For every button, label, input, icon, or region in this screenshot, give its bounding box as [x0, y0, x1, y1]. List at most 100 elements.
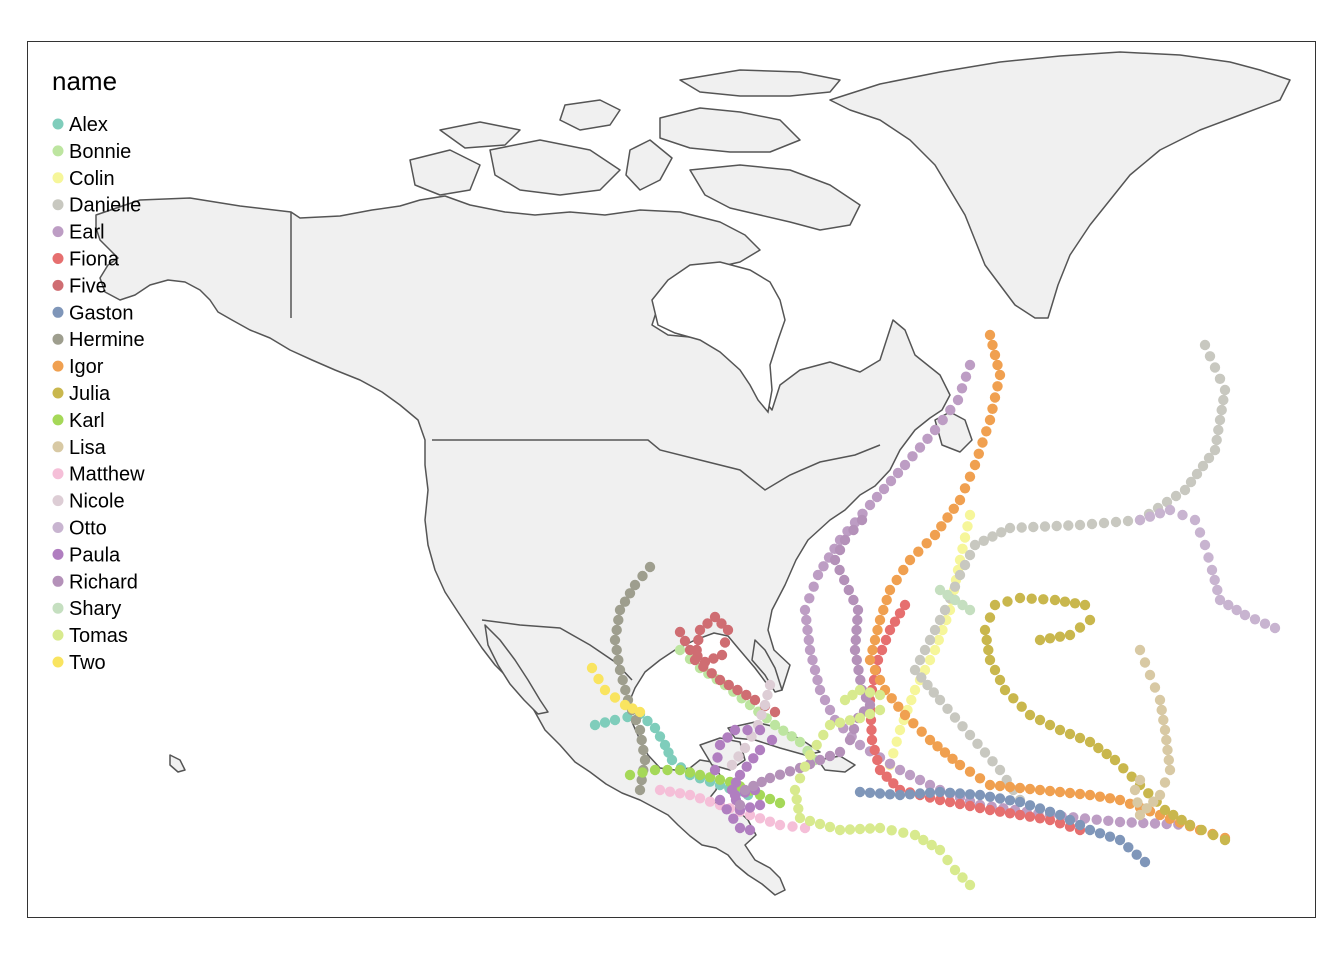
track-point: [1094, 791, 1106, 802]
track-point: [934, 844, 946, 856]
track-point: [799, 604, 811, 616]
track-point: [733, 751, 744, 762]
track-point: [1004, 795, 1016, 806]
track-point: [613, 614, 624, 626]
track-point: [802, 624, 813, 636]
legend-label: Earl: [69, 222, 105, 244]
baja-california: [484, 624, 549, 715]
track-point: [907, 451, 918, 462]
track-point: [1203, 552, 1214, 563]
track-point: [848, 594, 859, 606]
track-point: [977, 437, 988, 448]
track-point: [754, 813, 766, 824]
track-point: [1154, 789, 1166, 801]
track-point: [956, 383, 968, 394]
track-point: [589, 719, 601, 731]
legend-item: Paula: [52, 544, 121, 566]
track-point: [922, 433, 933, 444]
track-point: [864, 654, 876, 666]
track-point: [764, 793, 776, 805]
legend-swatch: [52, 333, 64, 345]
legend-item: Alex: [52, 114, 108, 136]
track-point: [639, 754, 651, 766]
track-point: [852, 604, 864, 616]
track-point: [689, 654, 701, 666]
track-point: [839, 694, 851, 706]
track-point: [924, 634, 936, 646]
track-point: [754, 724, 766, 736]
track-point: [944, 787, 956, 798]
track-point: [957, 872, 968, 883]
track-point: [914, 788, 926, 799]
track-point: [964, 879, 976, 891]
track-point: [929, 644, 941, 656]
track-point: [994, 674, 1006, 686]
track-point: [739, 742, 751, 754]
track-point: [1101, 748, 1112, 760]
track-point: [1144, 669, 1156, 681]
legend-swatch: [52, 441, 64, 453]
track-point: [1134, 809, 1146, 821]
track-point: [609, 714, 621, 726]
track-point: [899, 599, 911, 611]
track-point: [611, 644, 622, 656]
track-point: [994, 764, 1006, 776]
track-point: [1203, 452, 1215, 464]
track-point: [934, 794, 946, 806]
track-point: [1189, 514, 1201, 526]
track-point: [869, 664, 881, 676]
track-point: [874, 689, 886, 701]
track-point: [1028, 521, 1039, 533]
track-point: [723, 679, 734, 691]
track-point: [919, 644, 931, 656]
track-point: [1170, 490, 1182, 502]
track-point: [984, 612, 996, 623]
track-point: [954, 759, 966, 771]
track-point: [1034, 803, 1046, 814]
track-point: [613, 654, 624, 666]
track-point: [824, 704, 836, 716]
track-point: [989, 664, 1001, 676]
legend-swatch: [52, 145, 64, 157]
track-point: [899, 459, 911, 471]
baffin-island: [689, 164, 861, 231]
track-point: [1074, 788, 1086, 800]
track-point: [769, 706, 781, 718]
track-point: [1004, 808, 1016, 819]
track-point: [984, 414, 996, 426]
legend-items: Alex Bonnie Colin Danielle Earl Fiona Five Gast…: [52, 114, 145, 674]
track-point: [624, 588, 636, 599]
track-point: [1214, 594, 1226, 606]
track-point: [1131, 849, 1142, 860]
track-point: [1159, 724, 1171, 736]
track-lisa: [1129, 644, 1176, 821]
track-point: [1219, 384, 1231, 396]
track-point: [1269, 622, 1281, 634]
legend-item: Matthew: [52, 464, 145, 486]
track-igor: [864, 329, 1231, 844]
track-point: [744, 802, 756, 813]
track-point: [964, 800, 976, 812]
track-point: [944, 796, 956, 808]
track-point: [811, 739, 822, 751]
track-point: [714, 794, 726, 806]
track-point: [694, 793, 706, 804]
track-point: [909, 664, 921, 676]
track-point: [1164, 764, 1176, 776]
track-point: [1154, 508, 1166, 519]
track-point: [684, 789, 696, 801]
track-point: [1159, 804, 1171, 816]
track-point: [969, 539, 981, 551]
track-point: [714, 739, 726, 751]
track-point: [974, 802, 986, 814]
track-point: [774, 769, 786, 780]
track-point: [954, 788, 966, 799]
track-point: [994, 806, 1006, 817]
track-point: [1079, 599, 1091, 611]
arctic-island-4: [409, 149, 481, 196]
track-point: [852, 614, 863, 626]
track-point: [981, 634, 992, 646]
legend-label: Tomas: [69, 625, 128, 647]
track-point: [818, 729, 829, 741]
track-point: [1249, 614, 1261, 625]
